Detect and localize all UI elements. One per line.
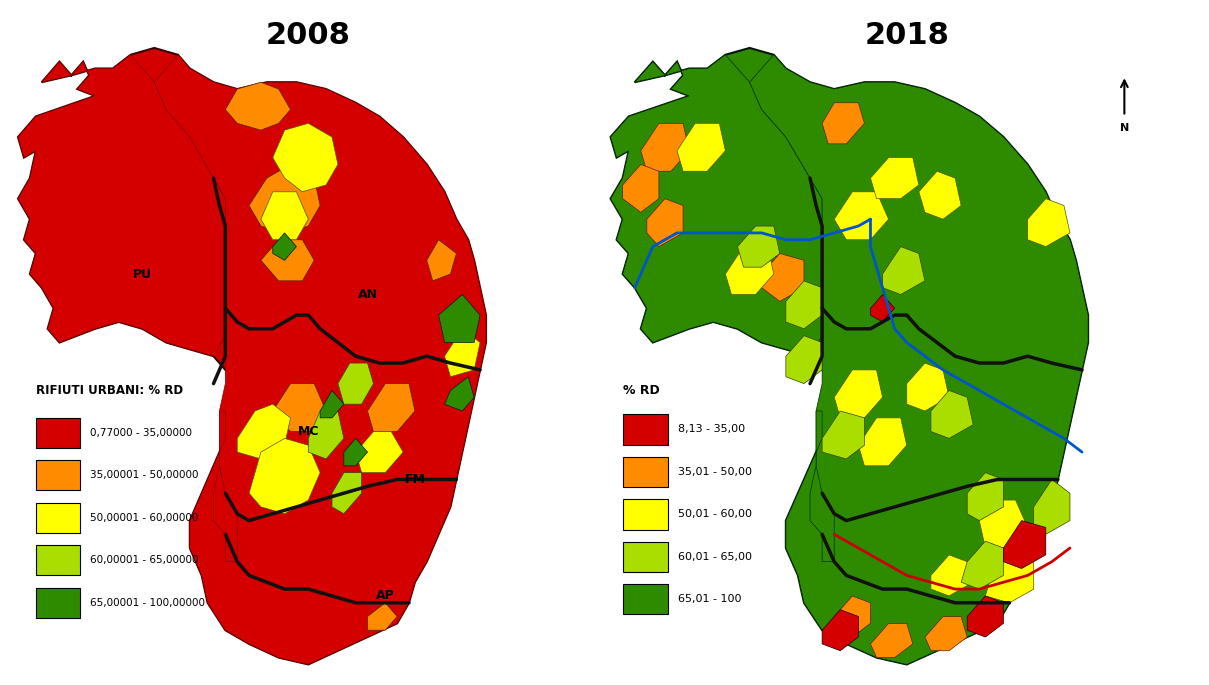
- Polygon shape: [439, 295, 480, 342]
- Polygon shape: [870, 158, 919, 199]
- Text: 50,01 - 60,00: 50,01 - 60,00: [678, 510, 752, 519]
- FancyBboxPatch shape: [623, 414, 667, 445]
- Polygon shape: [762, 253, 804, 301]
- Text: % RD: % RD: [623, 384, 659, 397]
- Polygon shape: [967, 596, 1003, 637]
- Text: 65,01 - 100: 65,01 - 100: [678, 595, 742, 604]
- Text: 8,13 - 35,00: 8,13 - 35,00: [678, 425, 746, 434]
- Polygon shape: [225, 82, 290, 130]
- FancyBboxPatch shape: [36, 588, 80, 618]
- Polygon shape: [786, 411, 1010, 664]
- Text: N: N: [1120, 123, 1129, 134]
- Polygon shape: [1034, 479, 1070, 534]
- Polygon shape: [925, 616, 967, 651]
- Polygon shape: [677, 123, 725, 171]
- Polygon shape: [786, 336, 822, 384]
- Polygon shape: [967, 473, 1003, 521]
- Polygon shape: [822, 411, 864, 459]
- Polygon shape: [979, 500, 1028, 548]
- Polygon shape: [750, 55, 1088, 370]
- Text: 65,00001 - 100,00000: 65,00001 - 100,00000: [91, 598, 206, 608]
- Text: PU: PU: [133, 268, 152, 280]
- Polygon shape: [611, 48, 1088, 664]
- Polygon shape: [155, 55, 486, 370]
- Polygon shape: [339, 363, 374, 404]
- Polygon shape: [870, 295, 895, 322]
- Polygon shape: [623, 164, 659, 212]
- Polygon shape: [273, 233, 296, 260]
- Polygon shape: [834, 596, 870, 637]
- Polygon shape: [961, 541, 1003, 589]
- Text: AN: AN: [358, 288, 377, 301]
- FancyBboxPatch shape: [36, 545, 80, 575]
- Polygon shape: [985, 555, 1034, 603]
- Polygon shape: [1028, 199, 1070, 247]
- Polygon shape: [611, 55, 828, 356]
- Polygon shape: [237, 479, 457, 603]
- Text: 50,00001 - 60,00000: 50,00001 - 60,00000: [91, 513, 198, 523]
- FancyBboxPatch shape: [36, 418, 80, 448]
- Polygon shape: [786, 281, 822, 329]
- Polygon shape: [919, 171, 961, 219]
- Polygon shape: [273, 384, 326, 432]
- Polygon shape: [816, 308, 1082, 521]
- Text: 2018: 2018: [864, 21, 949, 49]
- FancyBboxPatch shape: [623, 584, 667, 614]
- Text: FM: FM: [405, 473, 426, 486]
- Polygon shape: [647, 199, 683, 247]
- Text: 35,00001 - 50,00000: 35,00001 - 50,00000: [91, 471, 198, 480]
- Polygon shape: [641, 123, 689, 171]
- FancyBboxPatch shape: [623, 457, 667, 487]
- Polygon shape: [822, 103, 864, 144]
- Polygon shape: [834, 192, 889, 240]
- Polygon shape: [445, 377, 474, 411]
- Polygon shape: [834, 479, 1058, 603]
- Polygon shape: [249, 164, 320, 233]
- Polygon shape: [883, 247, 925, 295]
- Text: 0,77000 - 35,00000: 0,77000 - 35,00000: [91, 428, 192, 438]
- Polygon shape: [858, 418, 907, 466]
- Polygon shape: [18, 48, 486, 664]
- Polygon shape: [308, 411, 343, 459]
- FancyBboxPatch shape: [623, 542, 667, 572]
- Polygon shape: [190, 411, 409, 664]
- FancyBboxPatch shape: [36, 503, 80, 533]
- Polygon shape: [931, 390, 973, 438]
- Polygon shape: [427, 240, 457, 281]
- Text: MC: MC: [297, 425, 319, 438]
- Polygon shape: [368, 384, 415, 432]
- FancyBboxPatch shape: [623, 499, 667, 530]
- Polygon shape: [907, 363, 949, 411]
- Polygon shape: [822, 610, 858, 651]
- Polygon shape: [1003, 521, 1046, 569]
- Text: 35,01 - 50,00: 35,01 - 50,00: [678, 467, 752, 477]
- Polygon shape: [261, 192, 308, 240]
- Polygon shape: [870, 623, 913, 658]
- Polygon shape: [18, 55, 231, 356]
- Polygon shape: [320, 390, 343, 418]
- Text: 60,00001 - 65,00000: 60,00001 - 65,00000: [91, 556, 198, 565]
- Polygon shape: [343, 438, 368, 466]
- Polygon shape: [273, 123, 339, 192]
- Text: AP: AP: [376, 590, 394, 602]
- Text: 60,01 - 65,00: 60,01 - 65,00: [678, 552, 752, 562]
- Polygon shape: [261, 240, 314, 281]
- Polygon shape: [368, 603, 397, 630]
- FancyBboxPatch shape: [36, 460, 80, 490]
- Polygon shape: [237, 404, 290, 459]
- Polygon shape: [249, 438, 320, 514]
- Text: 2008: 2008: [266, 21, 351, 49]
- Polygon shape: [725, 247, 774, 295]
- Polygon shape: [737, 226, 780, 267]
- Text: RIFIUTI URBANI: % RD: RIFIUTI URBANI: % RD: [36, 384, 183, 397]
- Polygon shape: [445, 329, 480, 377]
- Polygon shape: [332, 473, 361, 514]
- Polygon shape: [931, 555, 973, 596]
- Polygon shape: [220, 308, 480, 521]
- Polygon shape: [834, 370, 883, 418]
- Polygon shape: [355, 432, 403, 473]
